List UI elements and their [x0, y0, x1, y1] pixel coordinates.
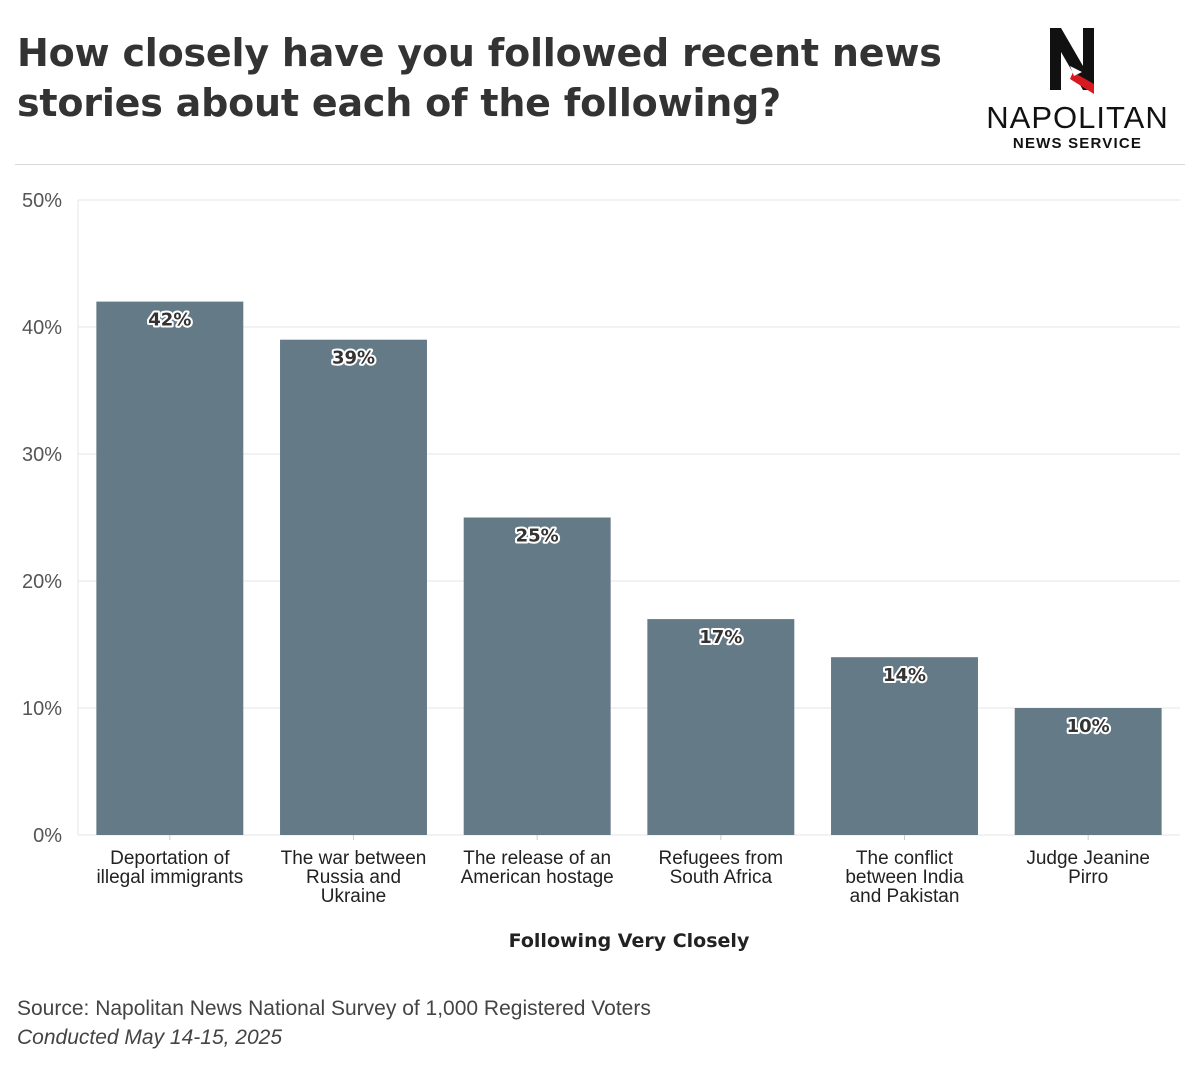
logo-subtitle: NEWS SERVICE [1012, 135, 1143, 152]
bar [463, 517, 611, 835]
x-tick-label-line: The conflict [856, 848, 954, 869]
x-tick-label-line: South Africa [670, 867, 773, 888]
x-tick-label-line: Refugees from [659, 848, 784, 869]
header-divider [15, 164, 1185, 165]
survey-date: Conducted May 14-15, 2025 [17, 1026, 283, 1049]
y-tick-label: 40% [22, 317, 62, 339]
x-tick-label: Deportation of illegal immigrants [96, 848, 243, 888]
data-label: 42% [148, 310, 191, 331]
n-mark-icon [1050, 28, 1094, 94]
data-label: 39% [332, 348, 375, 369]
napolitan-logo: NAPOLITAN NEWS SERVICE [970, 22, 1185, 152]
x-tick-label-line: between India [845, 867, 964, 888]
x-tick-label-line: Ukraine [321, 886, 386, 907]
x-tick-label-line: The release of an [463, 848, 611, 869]
x-tick-label-line: and Pakistan [850, 886, 960, 907]
x-tick-label: The war between Russia and Ukraine [281, 848, 427, 907]
x-tick-label-line: The war between [281, 848, 427, 869]
logo-name: NAPOLITAN [986, 100, 1169, 135]
bar [96, 301, 244, 836]
source-note: Source: Napolitan News National Survey o… [17, 997, 651, 1020]
x-axis-title: Following Very Closely [509, 930, 750, 952]
x-tick-label: The conflict between India and Pakistan [845, 848, 964, 907]
x-tick-label-line: American hostage [461, 867, 614, 888]
y-tick-label: 20% [22, 571, 62, 593]
x-tick-label-line: illegal immigrants [96, 867, 243, 888]
data-label: 17% [699, 627, 742, 648]
y-tick-label: 0% [33, 825, 62, 847]
bar [1014, 708, 1162, 835]
data-label: 25% [516, 526, 559, 547]
data-label: 14% [883, 665, 926, 686]
data-label: 10% [1067, 716, 1110, 737]
y-tick-label: 50% [22, 190, 62, 212]
x-tick-label: Judge Jeanine Pirro [1026, 848, 1150, 888]
y-tick-label: 10% [22, 698, 62, 720]
x-tick-label: Refugees from South Africa [659, 848, 784, 888]
x-tick-label: The release of an American hostage [461, 848, 614, 888]
chart-title: How closely have you followed recent new… [17, 31, 942, 125]
x-tick-label-line: Deportation of [110, 848, 230, 869]
y-tick-label: 30% [22, 444, 62, 466]
x-tick-label-line: Pirro [1068, 867, 1108, 888]
x-tick-label-line: Judge Jeanine [1026, 848, 1150, 869]
x-tick-label-line: Russia and [306, 867, 401, 888]
bar [831, 657, 978, 835]
bar-chart: 0% 10% 20% 30% 40% 50% 42% Deportation of illega… [22, 190, 1180, 952]
bar [647, 619, 795, 835]
bar [280, 339, 427, 835]
